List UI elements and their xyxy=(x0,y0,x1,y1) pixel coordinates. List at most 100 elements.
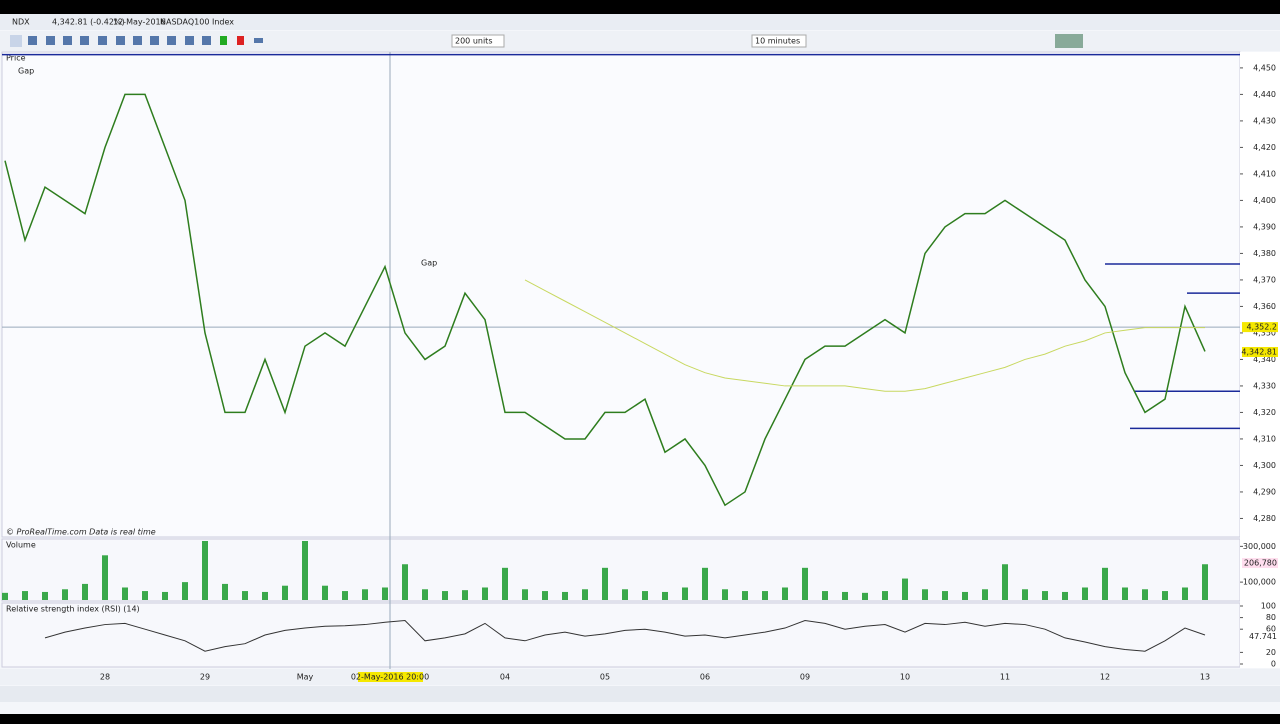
volume-bar xyxy=(702,567,708,600)
volume-bar xyxy=(142,591,148,600)
price-marker-label: 206,780 xyxy=(1244,559,1277,568)
volume-bar xyxy=(122,587,128,600)
volume-bar xyxy=(622,589,628,600)
volume-bar xyxy=(62,589,68,600)
volume-bar xyxy=(502,567,508,600)
volume-bar xyxy=(682,587,688,600)
volume-bar xyxy=(602,567,608,600)
gap-label: Gap xyxy=(421,259,437,268)
y-tick-label: 4,440 xyxy=(1253,90,1276,99)
volume-bar xyxy=(222,583,228,600)
volume-bar xyxy=(742,591,748,600)
units-select[interactable] xyxy=(451,34,505,48)
y-tick-label: 80 xyxy=(1266,613,1276,622)
volume-bar xyxy=(162,591,168,600)
volume-bar xyxy=(322,585,328,600)
volume-bar xyxy=(382,587,388,600)
rsi-panel xyxy=(1,602,1241,668)
y-tick-label: 4,330 xyxy=(1253,381,1276,390)
volume-bar xyxy=(302,541,308,600)
y-tick-label: 4,410 xyxy=(1253,169,1276,178)
title-bar xyxy=(0,14,1280,30)
y-tick-label: 60 xyxy=(1266,625,1276,634)
volume-bar xyxy=(1062,591,1068,600)
price-marker-label: 47.741 xyxy=(1249,632,1277,641)
chart-type[interactable] xyxy=(1055,34,1083,48)
x-tick-label: 09 xyxy=(800,673,810,682)
price-marker xyxy=(1242,322,1278,333)
x-tick-label: 12 xyxy=(1100,673,1110,682)
volume-bar xyxy=(482,587,488,600)
rsi-line xyxy=(44,619,1206,652)
y-tick-label: 4,400 xyxy=(1253,196,1276,205)
volume-bar xyxy=(82,583,88,600)
volume-bar xyxy=(182,582,188,600)
price-marker-label: 4,352.2 xyxy=(1246,323,1277,332)
y-tick-label: 4,380 xyxy=(1253,249,1276,258)
x-tick-label: 11 xyxy=(1000,673,1010,682)
y-tick-label: 4,390 xyxy=(1253,222,1276,231)
cursor-date: 02-May-2016 20:00 xyxy=(351,673,429,682)
symbol: NDX xyxy=(12,18,30,27)
units: 200 units xyxy=(455,37,492,46)
y-tick-label: 4,370 xyxy=(1253,275,1276,284)
y-tick-label: 4,430 xyxy=(1253,116,1276,125)
interval: 10 minutes xyxy=(755,37,800,46)
x-tick-label: May xyxy=(297,673,314,682)
volume-bar xyxy=(962,591,968,600)
x-tick-label: 29 xyxy=(200,673,210,682)
volume-bar xyxy=(202,541,208,600)
credit: © ProRealTime.com Data is real time xyxy=(6,528,156,537)
interval-select[interactable] xyxy=(751,34,807,48)
volume-bar xyxy=(102,555,108,600)
volume-bar xyxy=(642,591,648,600)
volume-bar xyxy=(1042,591,1048,600)
y-tick-label: 100,000 xyxy=(1243,578,1276,587)
y-tick-label: 20 xyxy=(1266,648,1276,657)
price-marker xyxy=(1242,631,1278,642)
y-tick-label: 0 xyxy=(1271,660,1276,669)
volume-bar xyxy=(22,591,28,600)
panel-label: Volume xyxy=(6,541,36,550)
volume-bar xyxy=(942,591,948,600)
volume-bar xyxy=(802,567,808,600)
y-tick-label: 4,450 xyxy=(1253,63,1276,72)
volume-bar xyxy=(362,589,368,600)
volume-bar xyxy=(722,589,728,600)
volume-bar xyxy=(342,591,348,600)
y-tick-label: 4,360 xyxy=(1253,302,1276,311)
volume-bar xyxy=(1082,587,1088,600)
tools[interactable] xyxy=(10,35,263,47)
price-marker xyxy=(1242,346,1278,357)
volume-bar xyxy=(982,589,988,600)
volume-bar xyxy=(662,591,668,600)
y-tick-label: 4,350 xyxy=(1253,328,1276,337)
quote: 4,342.81 (-0.42%) xyxy=(52,18,125,27)
panel-label: Price xyxy=(6,54,26,63)
price-marker xyxy=(1242,558,1278,569)
volume-bar xyxy=(902,578,908,600)
y-tick-label: 4,420 xyxy=(1253,143,1276,152)
volume-bar xyxy=(402,564,408,600)
volume-bar xyxy=(242,591,248,600)
volume-bar xyxy=(462,590,468,600)
volume-bar xyxy=(1002,564,1008,600)
volume-bar xyxy=(1202,564,1208,600)
volume-bar xyxy=(782,587,788,600)
volume-bar xyxy=(542,591,548,600)
x-axis-bar xyxy=(0,669,1280,685)
price-line xyxy=(4,93,1206,507)
volume-bar xyxy=(1182,587,1188,600)
x-tick-label: 28 xyxy=(100,673,110,682)
volume-bar xyxy=(2,592,8,600)
x-tick-label: 04 xyxy=(500,673,510,682)
volume-bar xyxy=(282,585,288,600)
volume-bar xyxy=(582,589,588,600)
y-tick-label: 4,290 xyxy=(1253,487,1276,496)
volume-bar xyxy=(262,591,268,600)
volume-bar xyxy=(842,591,848,600)
volume-bar xyxy=(562,591,568,600)
cursor-date-bg xyxy=(358,672,423,682)
y-tick-label: 4,310 xyxy=(1253,434,1276,443)
